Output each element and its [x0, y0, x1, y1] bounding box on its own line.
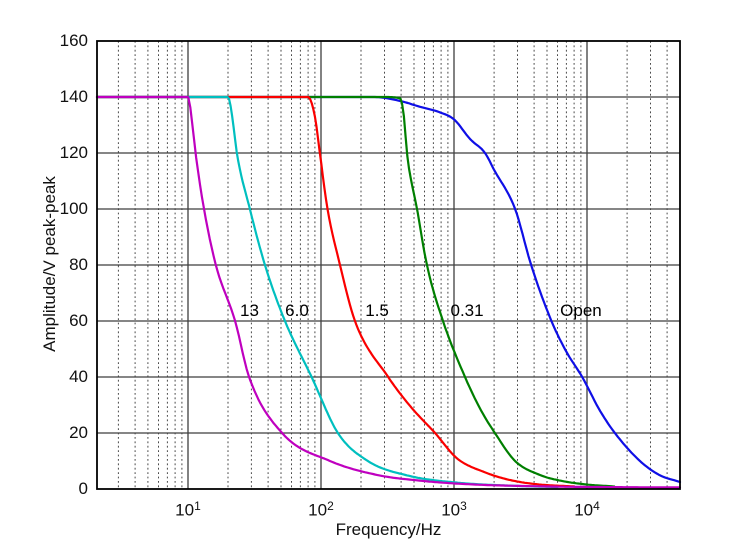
y-tick-label: 0 — [78, 479, 88, 498]
x-tick-base: 10 — [441, 500, 461, 520]
curve-label-13: 13 — [240, 301, 259, 321]
y-tick-label: 160 — [59, 31, 88, 50]
y-axis-title: Amplitude/V peak-peak — [40, 176, 59, 352]
curve-label-open: Open — [560, 301, 602, 321]
y-tick-label: 140 — [59, 87, 88, 106]
curve-13 — [95, 95, 682, 489]
y-tick-label: 100 — [59, 199, 88, 218]
x-tick-exponent: 1 — [194, 499, 201, 513]
curve-label-6-0: 6.0 — [285, 301, 309, 321]
curve-0-31 — [95, 95, 616, 488]
x-tick-label: 101 — [158, 495, 218, 521]
x-tick-exponent: 2 — [327, 499, 334, 513]
x-tick-exponent: 4 — [593, 499, 600, 513]
y-tick-label: 20 — [69, 423, 88, 442]
x-tick-label: 104 — [557, 495, 617, 521]
x-tick-label: 103 — [424, 495, 484, 521]
curve-label-0-31: 0.31 — [450, 301, 484, 321]
curve-open — [95, 95, 682, 484]
x-tick-base: 10 — [175, 500, 195, 520]
y-tick-label: 80 — [69, 255, 88, 274]
x-axis-title: Frequency/Hz — [335, 520, 442, 539]
axes-box — [96, 40, 681, 490]
x-tick-base: 10 — [574, 500, 594, 520]
x-tick-label: 102 — [291, 495, 351, 521]
curve-label-1-5: 1.5 — [365, 301, 389, 321]
x-tick-exponent: 3 — [460, 499, 467, 513]
y-tick-label: 60 — [69, 311, 88, 330]
y-tick-label: 120 — [59, 143, 88, 162]
curve-6-0 — [95, 95, 559, 489]
x-tick-base: 10 — [308, 500, 328, 520]
y-tick-label: 40 — [69, 367, 88, 386]
